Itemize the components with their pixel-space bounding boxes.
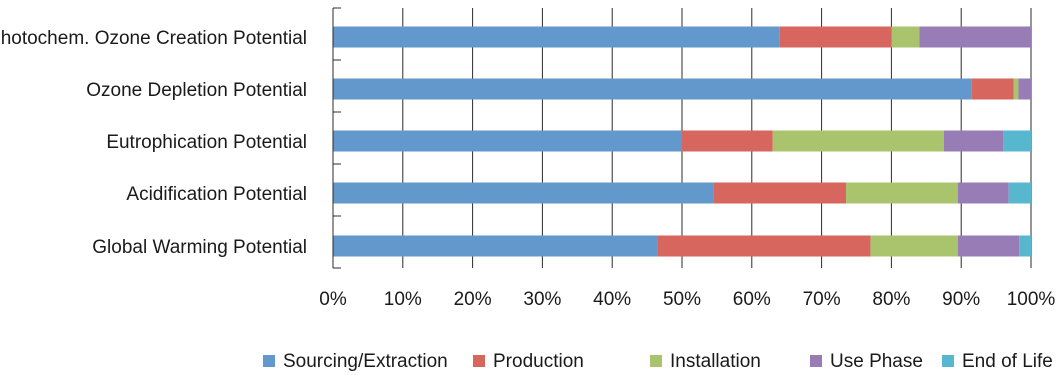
bar-segment [333,235,658,257]
x-tick-label: 10% [384,289,422,310]
x-tick-labels: 0% 10% 20% 30% 40% 50% 60% 70% 80% 90% 100% [319,289,1055,310]
bar-segment [870,235,958,257]
legend-swatch [263,355,275,367]
bar-segment [333,26,780,48]
axis-layer [332,7,341,269]
x-tick-label: 0% [319,289,347,310]
legend-label: End of Life [962,351,1053,372]
legend-swatch [942,355,954,367]
bars-layer [333,26,1031,257]
bar-segment [919,26,1031,48]
legend-label: Production [493,351,584,372]
legend-swatch [473,355,485,367]
legend-item: End of Life [942,351,1053,372]
bar-segment [1003,130,1031,152]
legend-label: Sourcing/Extraction [283,351,448,372]
x-tick-label: 70% [803,289,841,310]
legend-swatch [650,355,662,367]
legend-swatch [810,355,822,367]
bar-segment [943,130,1004,152]
bar-segment [682,130,773,152]
bar-segment [713,182,847,204]
category-labels: Photochem. Ozone Creation Potential Ozone… [0,28,307,258]
bar-segment [333,130,682,152]
x-tick-label: 30% [523,289,561,310]
bar-segment [1008,182,1031,204]
x-tick-label: 40% [593,289,631,310]
legend-label: Installation [670,351,761,372]
legend-item: Use Phase [810,351,923,372]
bar-segment [957,235,1020,257]
bar-segment [779,26,892,48]
bar-segment [1019,235,1031,257]
category-label: Photochem. Ozone Creation Potential [0,28,307,49]
x-tick-label: 20% [454,289,492,310]
x-tick-label: 60% [733,289,771,310]
bar-segment [1013,78,1019,100]
legend: Sourcing/Extraction Production Installatio… [263,351,1053,372]
x-tick-label: 90% [942,289,980,310]
x-tick-label: 80% [872,289,910,310]
bar-segment [957,182,1009,204]
legend-item: Production [473,351,584,372]
bar-segment [891,26,920,48]
bar-segment [333,78,972,100]
x-tick-label: 100% [1007,289,1056,310]
bar-segment [1018,78,1031,100]
category-label: Global Warming Potential [92,237,307,258]
x-tick-label: 50% [663,289,701,310]
legend-item: Sourcing/Extraction [263,351,448,372]
bar-segment [846,182,958,204]
bar-segment [657,235,871,257]
bar-segment [772,130,944,152]
bar-segment [333,182,714,204]
category-label: Ozone Depletion Potential [86,80,307,101]
category-label: Eutrophication Potential [106,132,307,153]
legend-item: Installation [650,351,761,372]
category-label: Acidification Potential [126,184,307,205]
legend-label: Use Phase [830,351,923,372]
bar-segment [971,78,1014,100]
